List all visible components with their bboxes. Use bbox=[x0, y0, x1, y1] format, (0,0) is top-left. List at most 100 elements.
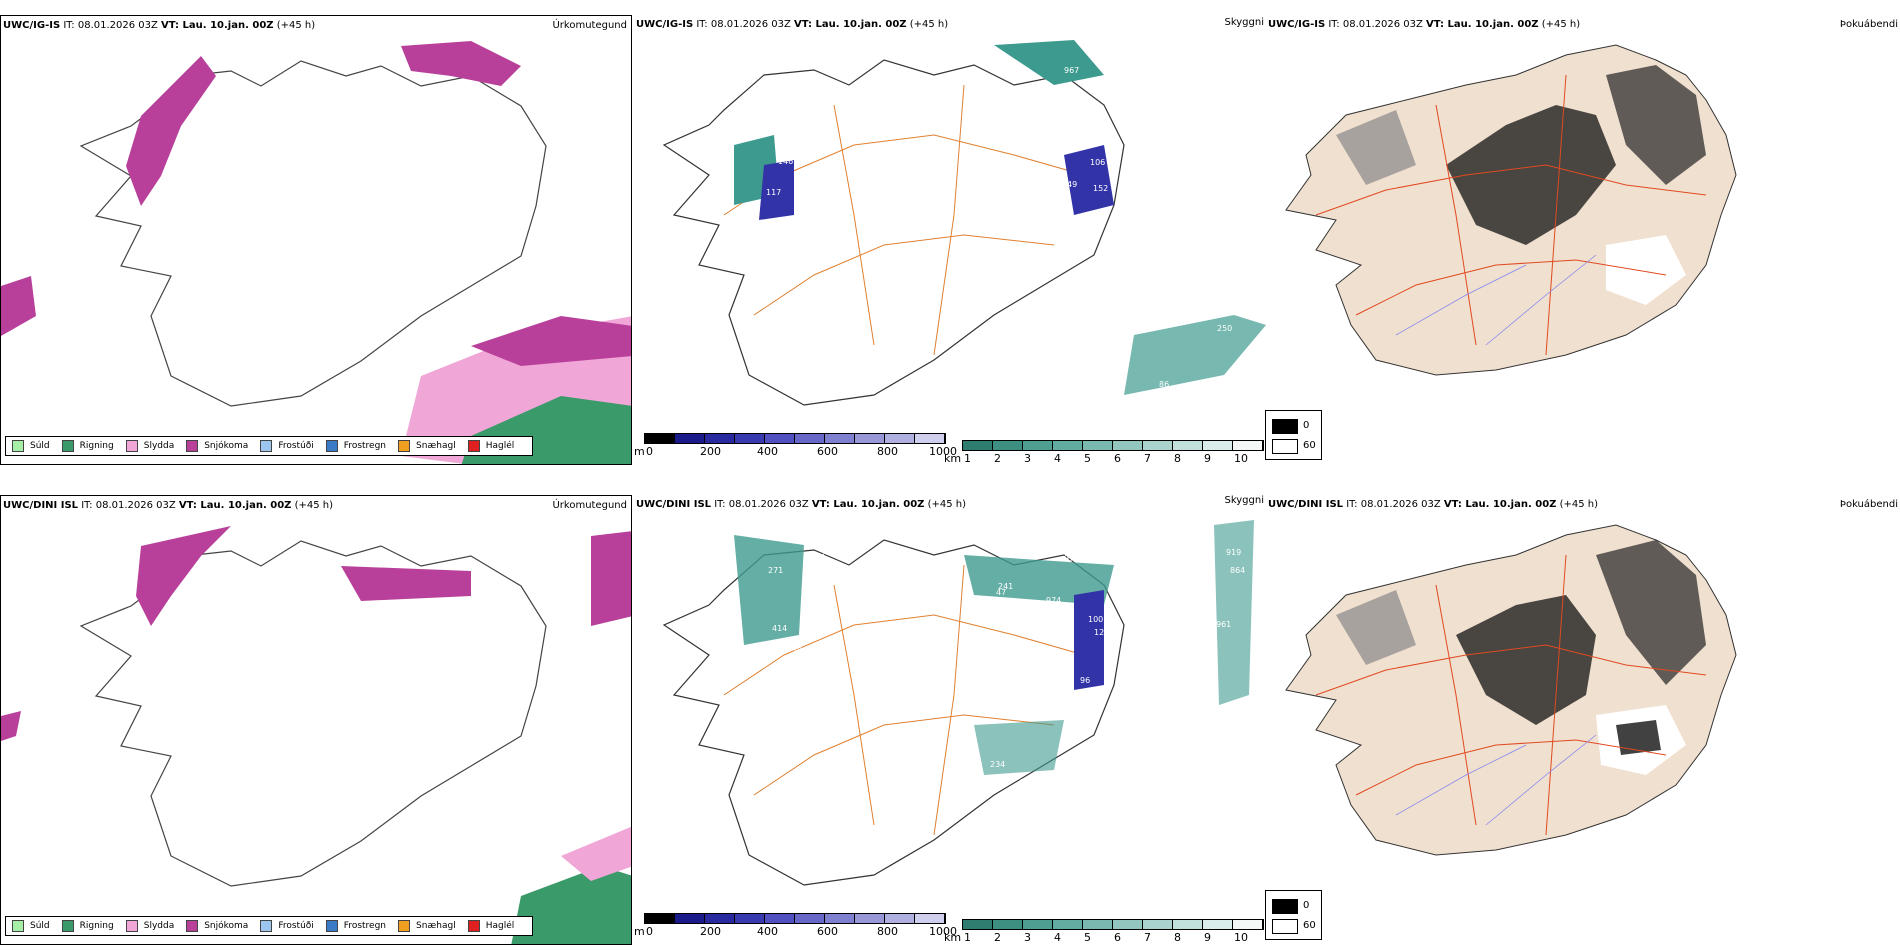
vis-label: 1055 bbox=[739, 206, 759, 215]
vis-label: 51 bbox=[1062, 290, 1072, 299]
fog-scale-box: 0 60 bbox=[1265, 410, 1322, 460]
vis-label: 271 bbox=[768, 566, 783, 575]
panel-title: Úrkomutegund bbox=[552, 20, 627, 31]
teal-area bbox=[734, 535, 804, 645]
iceland-outline bbox=[79, 540, 547, 887]
vis-label: 580 bbox=[792, 126, 807, 135]
fog-grey bbox=[1336, 590, 1416, 665]
vis-label: 21 bbox=[794, 173, 804, 182]
precip-map-igis bbox=[1, 41, 631, 464]
blue-area bbox=[759, 160, 794, 220]
vis-label: 12 bbox=[1089, 688, 1099, 697]
cloud-base-colorbar: m 0 200 400 600 800 1000 bbox=[634, 433, 1266, 459]
fog-grey bbox=[1336, 110, 1416, 185]
panel-header: UWC/IG-IS IT: 08.01.2026 03Z VT: Lau. 10… bbox=[3, 20, 316, 31]
snow-area bbox=[1, 276, 36, 336]
cloud-map-dini: 377 271 327 975 241 974 220 100 122 36 9… bbox=[662, 520, 1254, 886]
snow-area bbox=[1, 711, 21, 741]
vis-label: 975 bbox=[1064, 554, 1079, 563]
snow-area bbox=[126, 56, 216, 206]
fog-dark bbox=[1616, 720, 1661, 755]
precip-panel-dini: UWC/DINI ISL IT: 08.01.2026 03Z VT: Lau.… bbox=[0, 495, 632, 945]
panel-title: Þokuábendi bbox=[1839, 19, 1898, 30]
fog-panel-dini: UWC/DINI ISL IT: 08.01.2026 03Z VT: Lau.… bbox=[1266, 495, 1900, 945]
teal-area bbox=[1124, 315, 1266, 395]
cloud-map-igis: 960 92 967 92 959 892 884 580 86 425 146… bbox=[662, 40, 1266, 406]
iceland-outline bbox=[79, 60, 547, 407]
snow-area bbox=[591, 531, 631, 626]
fog-map-dini bbox=[1285, 524, 1737, 856]
vis-label: 106 bbox=[1090, 158, 1105, 167]
precip-panel-igis: UWC/IG-IS IT: 08.01.2026 03Z VT: Lau. 10… bbox=[0, 15, 632, 465]
vis-label: 892 bbox=[742, 66, 757, 75]
cloud-panel-igis: 960 92 967 92 959 892 884 580 86 425 146… bbox=[634, 15, 1266, 465]
vis-label: 86 bbox=[1159, 380, 1169, 389]
vis-label: 234 bbox=[990, 760, 1005, 769]
snow-area bbox=[136, 526, 231, 626]
vis-label: 919 bbox=[1226, 548, 1241, 557]
vis-label: 229 bbox=[1086, 280, 1101, 289]
vis-label: 712 bbox=[1020, 778, 1035, 787]
panel-header: UWC/IG-IS IT: 08.01.2026 03Z VT: Lau. 10… bbox=[636, 19, 949, 30]
fog-dark bbox=[1596, 540, 1706, 685]
blue-area bbox=[1064, 145, 1114, 215]
vis-label: 176 bbox=[794, 660, 809, 669]
vis-label: 960 bbox=[920, 63, 935, 72]
teal-area bbox=[964, 555, 1114, 605]
panel-title: Skyggni bbox=[1224, 495, 1264, 506]
cloud-panel-dini: 377 271 327 975 241 974 220 100 122 36 9… bbox=[634, 495, 1266, 945]
iceland-outline bbox=[662, 539, 1125, 886]
teal-area bbox=[1214, 520, 1254, 705]
sleet-area bbox=[561, 826, 631, 881]
vis-label: 425 bbox=[780, 142, 795, 151]
panel-title: Úrkomutegund bbox=[552, 500, 627, 511]
vis-label: 117 bbox=[766, 188, 781, 197]
vis-label: 412 bbox=[790, 636, 805, 645]
vis-label: 967 bbox=[1064, 66, 1079, 75]
panel-header: UWC/DINI ISL IT: 08.01.2026 03Z VT: Lau.… bbox=[636, 499, 967, 510]
fog-dark bbox=[1606, 65, 1706, 185]
vis-label: 452 bbox=[1130, 160, 1145, 169]
fog-scale-box: 0 60 bbox=[1265, 890, 1322, 940]
vis-label: 100 bbox=[1088, 615, 1103, 624]
vis-label: 86 bbox=[784, 105, 794, 114]
vis-label: 146 bbox=[778, 157, 793, 166]
vis-label: 32 bbox=[1062, 338, 1072, 347]
rain-area bbox=[511, 866, 631, 944]
vis-label: 377 bbox=[820, 548, 835, 557]
vis-label: 250 bbox=[1217, 324, 1232, 333]
vis-label: 974 bbox=[1046, 596, 1061, 605]
fog-dark bbox=[1446, 105, 1616, 245]
vis-label: 146 bbox=[1134, 190, 1149, 199]
fog-map-igis bbox=[1285, 44, 1737, 376]
vis-label: 241 bbox=[998, 582, 1013, 591]
vis-label: 220 bbox=[1036, 610, 1051, 619]
vis-label: 47 bbox=[996, 588, 1006, 597]
precip-legend: Súld Rigning Slydda Snjókoma Frostúði Fr… bbox=[5, 436, 534, 456]
vis-label: 304 bbox=[792, 646, 807, 655]
vis-label: 122 bbox=[1094, 628, 1109, 637]
visibility-colorbar: km 1 2 3 4 5 6 7 8 9 10 bbox=[944, 919, 1274, 945]
vis-label: 884 bbox=[786, 91, 801, 100]
precip-legend: Súld Rigning Slydda Snjókoma Frostúði Fr… bbox=[5, 916, 534, 936]
blue-area bbox=[1074, 590, 1104, 690]
panel-header: UWC/DINI ISL IT: 08.01.2026 03Z VT: Lau.… bbox=[1268, 499, 1599, 510]
vis-label: 96 bbox=[1080, 676, 1090, 685]
vis-label: 124 bbox=[1115, 746, 1130, 755]
teal-area bbox=[994, 40, 1104, 85]
iceland-outline bbox=[662, 59, 1125, 406]
panel-title: Skyggni bbox=[1224, 17, 1264, 28]
vis-label: 36 bbox=[1132, 640, 1142, 649]
vis-label: 49 bbox=[1067, 180, 1077, 189]
vis-label: 327 bbox=[820, 562, 835, 571]
vis-label: 152 bbox=[1093, 184, 1108, 193]
snow-area bbox=[471, 316, 631, 366]
panel-header: UWC/IG-IS IT: 08.01.2026 03Z VT: Lau. 10… bbox=[1268, 19, 1581, 30]
vis-label: 704 bbox=[1180, 640, 1195, 649]
visibility-colorbar: km 1 2 3 4 5 6 7 8 9 10 bbox=[944, 440, 1274, 466]
cloud-base-colorbar: m 0 200 400 600 800 1000 bbox=[634, 913, 1266, 939]
vis-label: 470 bbox=[956, 244, 971, 253]
teal-area bbox=[974, 720, 1064, 775]
snow-area bbox=[401, 41, 521, 86]
vis-label: 864 bbox=[1230, 566, 1245, 575]
